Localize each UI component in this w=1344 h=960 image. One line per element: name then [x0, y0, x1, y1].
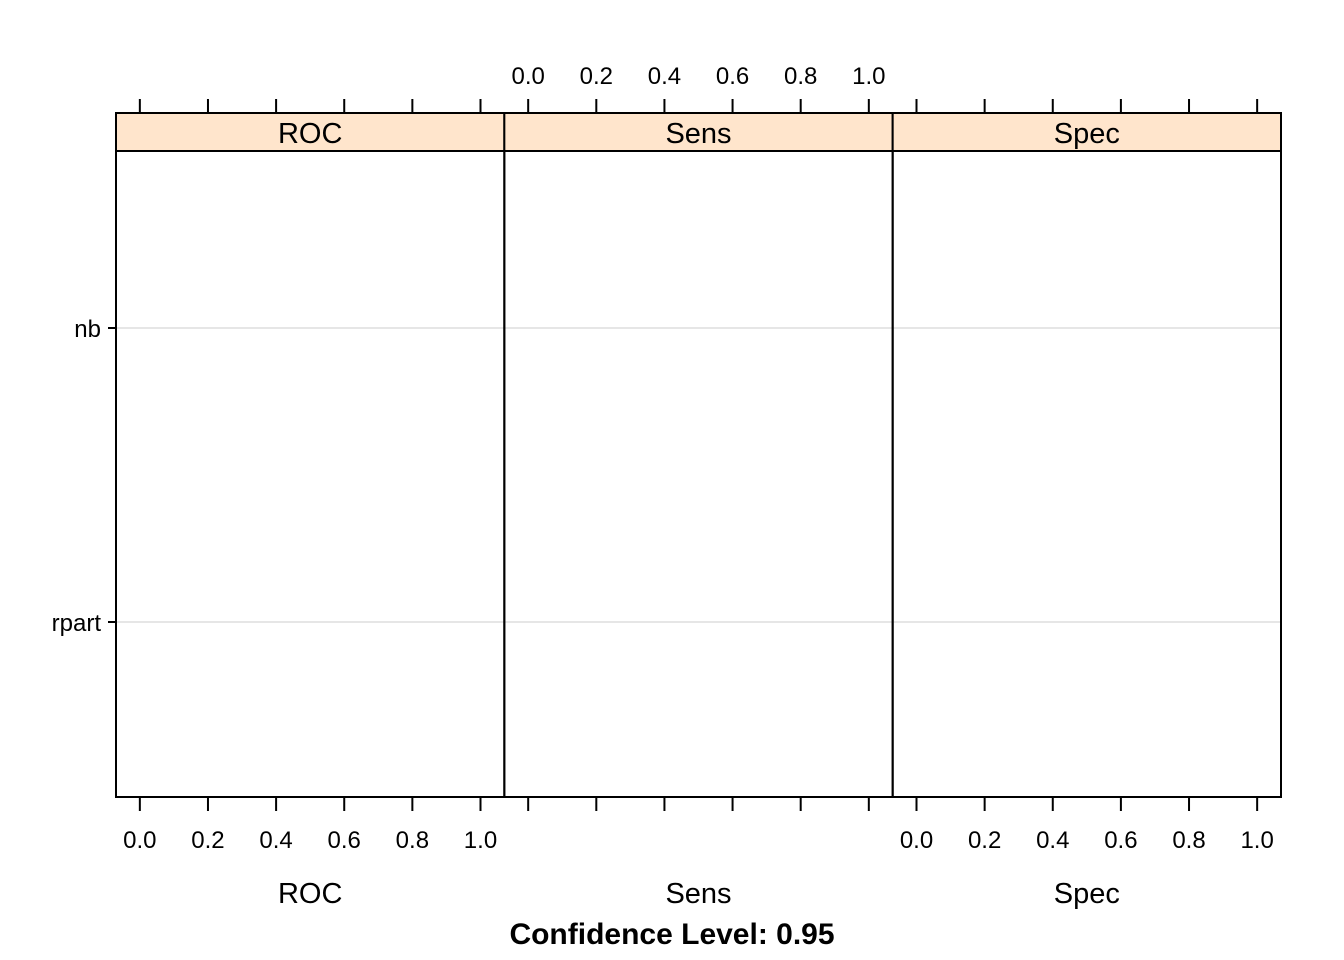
panel-spec: Spec 0.0 0.2 0.4 0.6 0.8 1.0 Spec: [891, 99, 1283, 910]
tick-label-spec: 0.2: [968, 827, 1001, 854]
tick-label-sens: 1.0: [852, 63, 885, 90]
strip-label-spec: Spec: [1054, 118, 1120, 150]
y-axis-labels: nb rpart: [52, 316, 116, 637]
y-label-nb: nb: [74, 316, 101, 343]
tick-label-roc: 0.8: [396, 827, 429, 854]
tick-label-sens: 0.2: [580, 63, 613, 90]
panel-roc: ROC 0.0 0.2 0.4 0.6 0.8 1.0 ROC: [115, 99, 506, 910]
frame-spec: [891, 150, 1283, 798]
grid-lines: [116, 327, 1281, 623]
confidence-level-caption: Confidence Level: 0.95: [509, 918, 834, 951]
tick-label-spec: 0.6: [1104, 827, 1137, 854]
frame-roc: [115, 150, 506, 798]
x-axis-title-roc: ROC: [278, 878, 342, 910]
x-axis-title-sens: Sens: [665, 878, 731, 910]
tick-label-spec: 1.0: [1240, 827, 1273, 854]
strip-label-roc: ROC: [278, 118, 342, 150]
tick-label-spec: 0.0: [900, 827, 933, 854]
tick-label-sens: 0.8: [784, 63, 817, 90]
panels: ROC 0.0 0.2 0.4 0.6 0.8 1.0 ROC Sens 0.0 0.2 0.4 0.6…: [115, 63, 1283, 910]
tick-label-roc: 1.0: [464, 827, 497, 854]
tick-label-roc: 0.4: [259, 827, 292, 854]
panel-sens: Sens 0.0 0.2 0.4 0.6 0.8 1.0 Sens: [503, 63, 894, 910]
frame-sens: [503, 150, 894, 798]
tick-label-roc: 0.2: [191, 827, 224, 854]
tick-label-roc: 0.0: [123, 827, 156, 854]
tick-label-spec: 0.4: [1036, 827, 1069, 854]
x-axis-title-spec: Spec: [1054, 878, 1120, 910]
y-label-rpart: rpart: [52, 610, 102, 637]
tick-label-spec: 0.8: [1172, 827, 1205, 854]
strip-label-sens: Sens: [665, 118, 731, 150]
tick-label-roc: 0.6: [328, 827, 361, 854]
tick-label-sens: 0.0: [511, 63, 544, 90]
tick-label-sens: 0.6: [716, 63, 749, 90]
tick-label-sens: 0.4: [648, 63, 681, 90]
